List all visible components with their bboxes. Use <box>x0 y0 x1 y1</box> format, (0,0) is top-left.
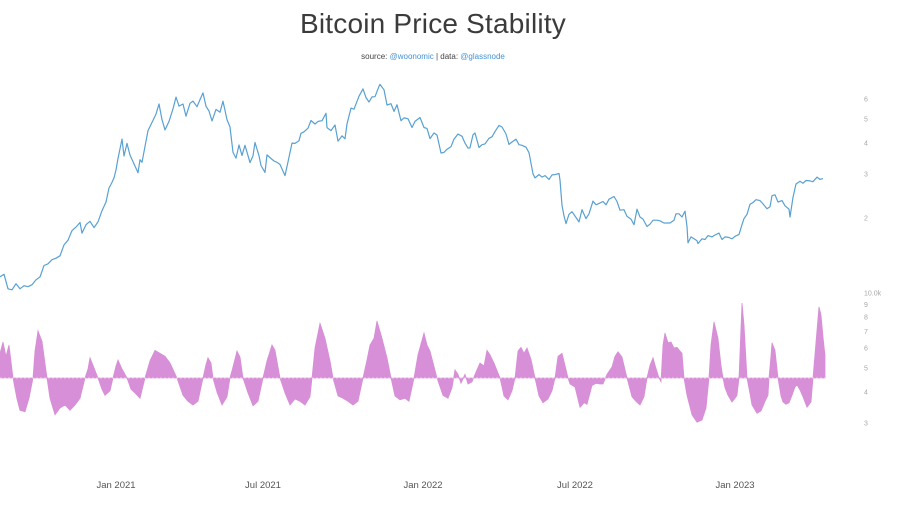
data-label: | data: <box>433 52 461 61</box>
x-tick-label: Jul 2022 <box>557 480 593 491</box>
y-tick-label: 10.0k <box>864 290 882 297</box>
y-tick-label: 3 <box>864 421 868 428</box>
chart-subtitle: source: @woonomic | data: @glassnode <box>0 52 866 61</box>
y-tick-label: 9 <box>864 302 868 309</box>
data-handle-link[interactable]: @glassnode <box>460 52 505 61</box>
x-tick-label: Jan 2021 <box>96 480 135 491</box>
y-tick-label: 4 <box>864 141 868 148</box>
x-tick-label: Jul 2021 <box>245 480 281 491</box>
y-tick-label: 5 <box>864 116 868 123</box>
y-tick-label: 3 <box>864 172 868 179</box>
source-label: source: <box>361 52 390 61</box>
y-tick-label: 4 <box>864 390 868 397</box>
stability-area <box>0 302 826 423</box>
y-tick-label: 6 <box>864 97 868 104</box>
y-tick-label: 6 <box>864 346 868 353</box>
y-tick-label: 8 <box>864 315 868 322</box>
x-tick-label: Jan 2022 <box>403 480 442 491</box>
btc-price-line <box>0 83 824 291</box>
y-tick-label: 7 <box>864 329 868 336</box>
chart-title: Bitcoin Price Stability <box>299 8 567 39</box>
y-tick-label: 5 <box>864 365 868 372</box>
x-tick-label: Jan 2023 <box>715 480 754 491</box>
source-handle-link[interactable]: @woonomic <box>389 52 434 61</box>
y-tick-label: 2 <box>864 215 868 222</box>
